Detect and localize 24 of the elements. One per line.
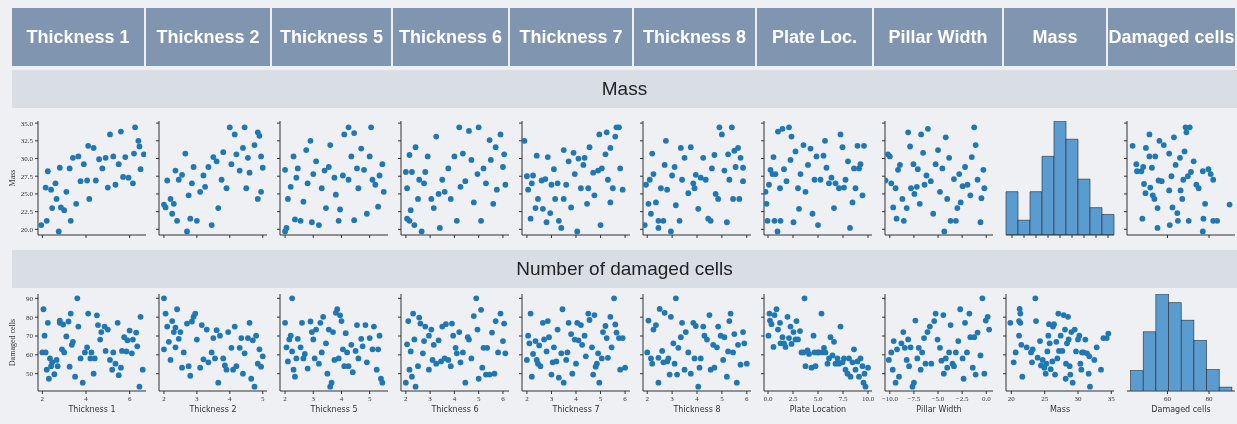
text: Plate Loc. [757, 8, 872, 66]
x-axis-title: Thickness 8 [672, 404, 722, 415]
text: Number of damaged cells [12, 250, 1237, 288]
text: Mass [1004, 8, 1106, 66]
x-axis-title: Thickness 5 [309, 404, 359, 415]
text: Thickness 2 [146, 8, 270, 66]
text: Mass [12, 70, 1237, 108]
y-axis-title: Mass [7, 169, 17, 187]
x-axis-title: Thickness 6 [430, 404, 480, 415]
x-axis-title: Damaged cells [1150, 404, 1212, 415]
text: Thickness 1 [12, 8, 144, 66]
x-axis-title: Plate Location [788, 404, 848, 415]
x-axis-title: Mass [1048, 404, 1072, 415]
text: Thickness 8 [634, 8, 755, 66]
text: Thickness 6 [393, 8, 508, 66]
text: Damaged cells [1108, 8, 1235, 66]
text: Pillar Width [874, 8, 1002, 66]
text: Thickness 7 [510, 8, 632, 66]
x-axis-title: Thickness 2 [188, 404, 238, 415]
x-axis-title: Pillar Width [915, 404, 963, 415]
x-axis-title: Thickness 7 [551, 404, 601, 415]
x-axis-title: Thickness 1 [67, 404, 117, 415]
text: Thickness 5 [272, 8, 391, 66]
y-axis-title: Damaged cells [7, 318, 17, 367]
